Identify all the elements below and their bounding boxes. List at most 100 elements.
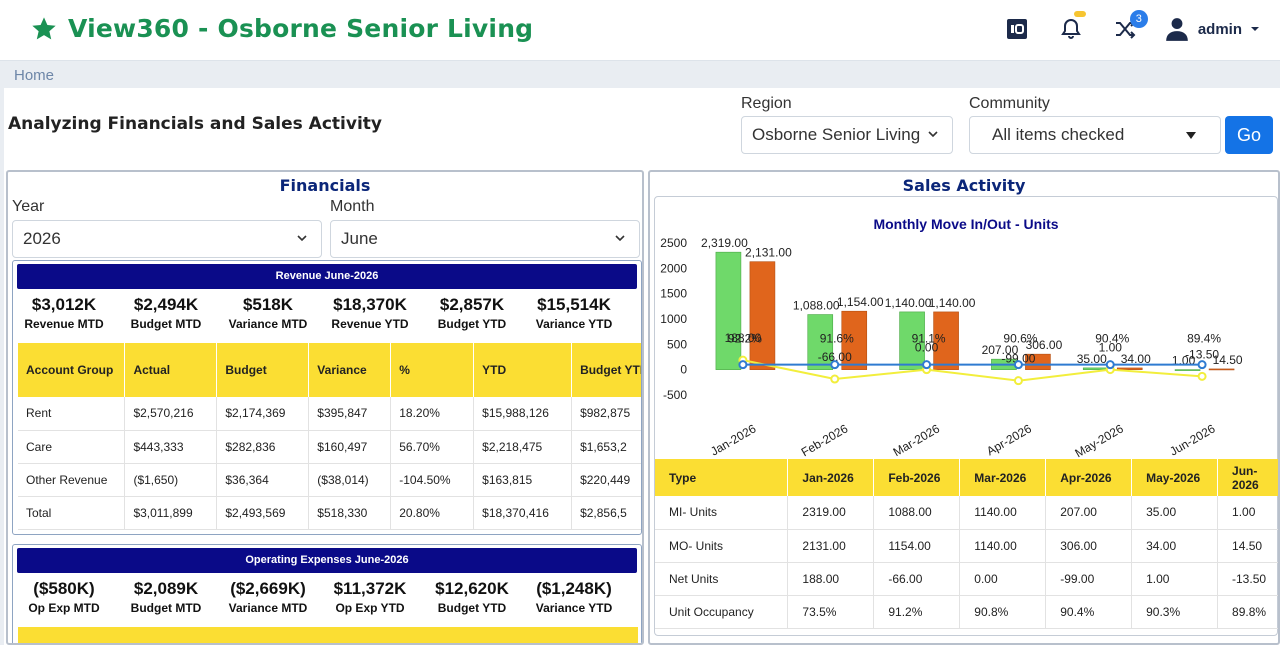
bar-mi-units-5 <box>1174 369 1201 371</box>
line-data-label: -13.50 <box>1185 347 1219 361</box>
bar-mi-units-2 <box>899 311 925 370</box>
table-cell: Rent <box>18 397 126 431</box>
line-point <box>1013 376 1023 386</box>
month-label: Month <box>330 198 375 215</box>
line-net-units <box>742 359 1203 382</box>
line-point <box>1197 360 1207 370</box>
column-header[interactable]: Apr-2026 <box>1045 459 1133 496</box>
table-cell: 1140.00 <box>959 496 1047 530</box>
table-cell: 188.00 <box>787 562 875 596</box>
user-menu[interactable]: admin <box>1164 16 1260 42</box>
column-header[interactable]: Actual <box>124 343 218 397</box>
column-header[interactable]: Jun-2026 <box>1217 459 1278 496</box>
table-cell: 90.3% <box>1131 595 1219 629</box>
table-cell: -99.00 <box>1045 562 1133 596</box>
revenue-card: Revenue June-2026 $3,012K Revenue MTD $2,… <box>12 260 642 535</box>
line-data-label: 91.6% <box>820 332 854 346</box>
line-data-label: 188.00 <box>725 331 762 345</box>
y-tick-label: 500 <box>667 337 687 351</box>
caret-down-icon <box>1251 27 1259 31</box>
chart-svg: 2500 2000 1500 1000 500 0 -500 2,319.002,131.00… <box>660 236 1243 478</box>
line-data-label: 90.6% <box>1003 332 1037 346</box>
table-cell: MI- Units <box>655 496 789 530</box>
table-row[interactable]: MI- Units 2319.00 1088.00 1140.00 207.00 35.0… <box>655 496 1278 530</box>
revenue-header: Revenue June-2026 <box>17 264 637 289</box>
table-cell: -104.50% <box>390 463 475 497</box>
table-row[interactable]: Unit Occupancy 73.5% 91.2% 90.8% 90.4% 90.3% 8… <box>655 595 1278 629</box>
y-tick-label: 0 <box>680 363 687 377</box>
table-row[interactable]: Total $3,011,899 $2,493,569 $518,330 20.80% $… <box>18 496 641 530</box>
table-cell: 35.00 <box>1131 496 1219 530</box>
user-name: admin <box>1197 20 1242 38</box>
kpi-budget-mtd: $2,494K Budget MTD <box>130 295 202 331</box>
column-header[interactable]: % <box>390 343 475 397</box>
caret-down-icon <box>1186 132 1196 139</box>
column-header[interactable]: YTD <box>473 343 573 397</box>
kpi-opex-mtd: ($580K) Op Exp MTD <box>28 579 100 615</box>
table-cell: 1088.00 <box>873 496 961 530</box>
community-select[interactable]: All items checked <box>969 116 1221 154</box>
x-tick-label: Mar-2026 <box>891 421 943 459</box>
y-tick-label: -500 <box>663 388 687 402</box>
table-row[interactable]: Care $443,333 $282,836 $160,497 56.70% $2,218… <box>18 430 641 464</box>
financials-panel: Financials Year 2026 Month June Revenue … <box>6 170 644 645</box>
table-cell: MO- Units <box>655 529 789 563</box>
column-header[interactable]: Variance <box>308 343 392 397</box>
sales-activity-title: Sales Activity <box>902 176 1026 195</box>
table-row[interactable]: MO- Units 2131.00 1154.00 1140.00 306.00 34.0… <box>655 529 1278 563</box>
column-header[interactable]: Account Group <box>18 343 126 397</box>
column-header[interactable]: May-2026 <box>1131 459 1219 496</box>
chart-title: Monthly Move In/Out - Units <box>873 216 1059 232</box>
y-tick-label: 1000 <box>660 312 687 326</box>
kpi-revenue-ytd: $18,370K Revenue YTD <box>331 295 409 331</box>
table-cell: Unit Occupancy <box>655 595 789 629</box>
table-cell: -13.50 <box>1217 562 1278 596</box>
table-row[interactable]: Other Revenue ($1,650) $36,364 ($38,014) -10… <box>18 463 641 497</box>
column-header[interactable]: Jan-2026 <box>787 459 875 496</box>
line-data-label: 0.00 <box>915 341 939 355</box>
bar-mo-units-3 <box>1025 353 1051 370</box>
chevron-down-icon <box>928 131 938 138</box>
sales-activity-panel: Sales Activity Monthly Move In/Out - Uni… <box>648 170 1280 645</box>
table-cell: $443,333 <box>124 430 218 464</box>
region-label: Region <box>741 95 792 112</box>
table-row[interactable]: Net Units 188.00 -66.00 0.00 -99.00 1.00 -13.5… <box>655 562 1278 596</box>
app-logo[interactable]: View360 - Osborne Senior Living <box>30 14 533 43</box>
bell-icon[interactable] <box>1056 11 1086 44</box>
table-cell: 1140.00 <box>959 529 1047 563</box>
column-header[interactable]: Budget YTD <box>571 343 641 397</box>
bar-data-label: 1,140.00 <box>929 296 976 310</box>
sales-table: Type Jan-2026 Feb-2026 Mar-2026 Apr-2026… <box>655 459 1278 629</box>
bar-data-label: 35.00 <box>1077 352 1107 366</box>
table-cell: $982,875 <box>571 397 641 431</box>
opex-table-header <box>18 627 638 643</box>
region-select[interactable]: Osborne Senior Living <box>741 116 953 154</box>
table-cell: Other Revenue <box>18 463 126 497</box>
column-header[interactable]: Budget <box>216 343 310 397</box>
month-select[interactable]: June <box>330 220 640 258</box>
column-header[interactable]: Mar-2026 <box>959 459 1047 496</box>
table-cell: $18,370,416 <box>473 496 573 530</box>
bar-mo-units-0 <box>749 261 776 370</box>
breadcrumb-home[interactable]: Home <box>14 67 55 84</box>
go-button[interactable]: Go <box>1225 116 1273 154</box>
community-label: Community <box>969 95 1050 112</box>
table-row[interactable]: Rent $2,570,216 $2,174,369 $395,847 18.20% $1… <box>18 397 641 431</box>
shuffle-icon[interactable]: 3 <box>1110 10 1148 44</box>
column-header[interactable]: Type <box>655 459 789 496</box>
table-cell: Care <box>18 430 126 464</box>
table-cell: 18.20% <box>390 397 475 431</box>
year-select[interactable]: 2026 <box>12 220 322 258</box>
line-data-label: 89.4% <box>1187 332 1221 346</box>
dashboard-icon[interactable] <box>1002 14 1032 44</box>
table-cell: $163,815 <box>473 463 573 497</box>
bar-data-label: 207.00 <box>982 343 1019 357</box>
bar-mo-units-1 <box>841 310 868 370</box>
table-cell: -66.00 <box>873 562 961 596</box>
table-cell: 207.00 <box>1045 496 1133 530</box>
bar-data-label: 1,088.00 <box>793 299 840 313</box>
table-cell: 306.00 <box>1045 529 1133 563</box>
table-cell: 20.80% <box>390 496 475 530</box>
table-cell: 89.8% <box>1217 595 1278 629</box>
column-header[interactable]: Feb-2026 <box>873 459 961 496</box>
